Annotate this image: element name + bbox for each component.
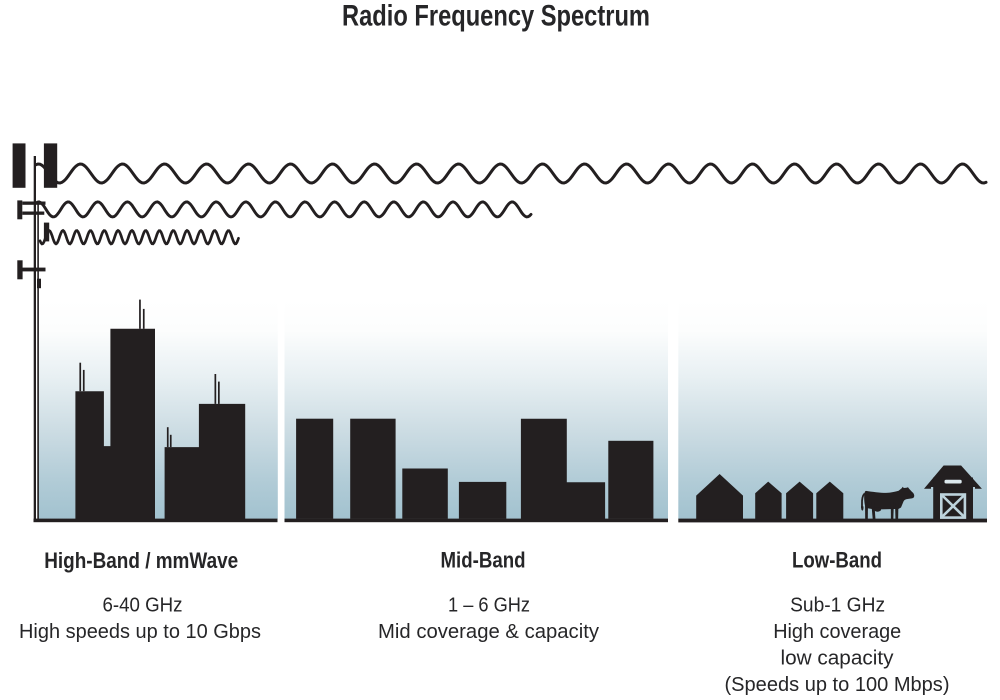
- svg-text:Low-Band: Low-Band: [792, 548, 882, 573]
- svg-text:Radio Frequency Spectrum: Radio Frequency Spectrum: [342, 0, 650, 33]
- svg-text:High speeds up to 10 Gbps: High speeds up to 10 Gbps: [19, 621, 261, 643]
- svg-text:Mid coverage & capacity: Mid coverage & capacity: [378, 621, 599, 643]
- svg-text:6-40 GHz: 6-40 GHz: [103, 595, 183, 617]
- svg-text:(Speeds up to 100 Mbps): (Speeds up to 100 Mbps): [725, 674, 950, 696]
- svg-text:High coverage: High coverage: [773, 621, 901, 643]
- svg-text:Sub-1 GHz: Sub-1 GHz: [790, 595, 885, 617]
- svg-text:1 – 6 GHz: 1 – 6 GHz: [448, 595, 530, 617]
- svg-text:High-Band / mmWave: High-Band / mmWave: [44, 548, 238, 573]
- svg-text:low capacity: low capacity: [781, 648, 894, 670]
- svg-text:Mid-Band: Mid-Band: [441, 548, 526, 573]
